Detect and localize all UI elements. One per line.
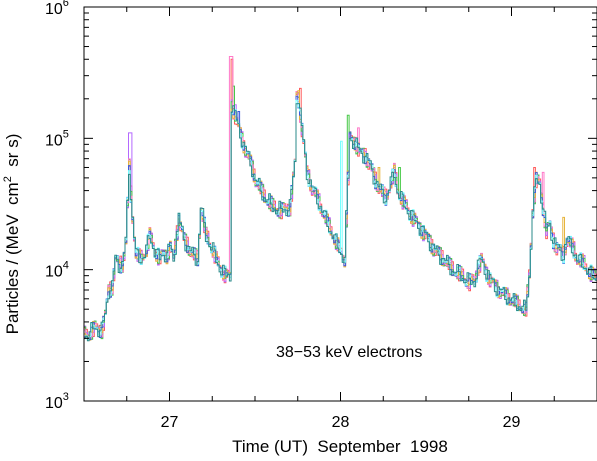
x-axis-label: Time (UT) September 1998 [232,437,448,456]
ticks-layer [83,6,597,402]
y-axis-label-prefix: Particles / (MeV cm [3,182,22,334]
y-tick-label: 106 [45,0,69,18]
y-tick-label-exponent: 6 [63,0,69,9]
x-tick-label: 27 [161,414,179,431]
series-layer [84,56,597,342]
y-tick-label-base: 10 [45,132,63,149]
x-tick-label: 28 [332,414,350,431]
y-tick-label: 105 [45,128,69,149]
x-tick-label: 29 [503,414,521,431]
y-tick-label: 103 [45,391,69,412]
chart-annotation: 38−53 keV electrons [276,344,422,361]
y-tick-label-base: 10 [45,264,63,281]
y-tick-label-base: 10 [45,395,63,412]
y-tick-label: 104 [45,260,69,281]
y-tick-label-exponent: 5 [63,128,69,140]
y-tick-label-base: 10 [45,1,63,18]
y-axis-label: Particles / (MeV cm2 sr s) [2,134,22,335]
y-axis-label-superscript: 2 [2,176,14,182]
series-line-7 [84,103,597,342]
y-tick-label-exponent: 4 [63,260,69,272]
y-axis-label-suffix: sr s) [3,134,22,177]
y-tick-label-exponent: 3 [63,391,69,403]
